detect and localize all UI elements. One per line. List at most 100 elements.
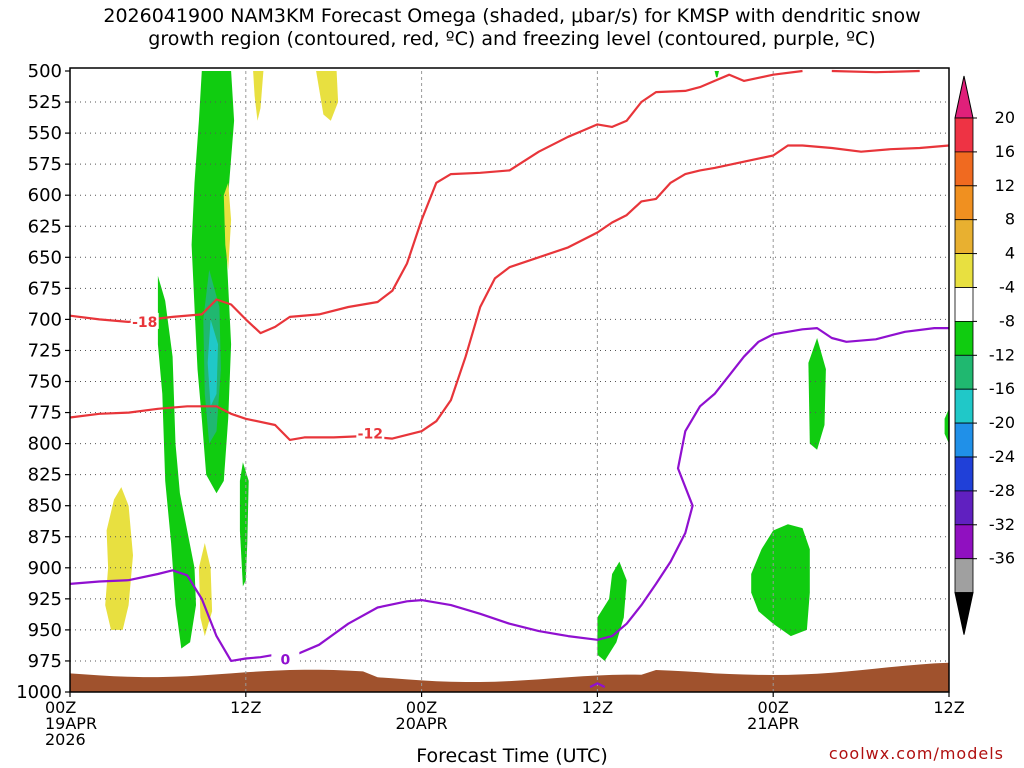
omega-region-10 [105,487,133,630]
colorbar-top-triangle [954,75,974,119]
chart-title-line-2: growth region (contoured, red, ºC) and f… [148,28,876,50]
y-tick-label-575: 575 [28,154,62,175]
omega-region-0 [191,71,235,494]
y-tick-label-500: 500 [28,61,62,82]
x-tick-label-24-1: 20APR [396,714,448,733]
y-tick-label-725: 725 [28,340,62,361]
y-tick-label-925: 925 [28,589,62,610]
colorbar-swatch-11 [954,490,974,526]
colorbar-bottom-triangle [954,592,974,635]
contour-line-2 [69,327,949,663]
contour-label-minus18-bg [130,312,159,329]
x-axis-label: Forecast Time (UTC) [416,745,608,767]
y-tick-label-550: 550 [28,123,62,144]
colorbar-label-10: -24 [989,447,1015,466]
omega-region-4 [207,319,218,407]
contour-line-0 [69,69,803,335]
x-tick-label-24-0: 00Z [406,698,437,717]
x-tick-label-60-0: 12Z [933,698,964,717]
colorbar-label-7: -12 [989,345,1015,364]
y-tick-label-1000: 1000 [16,682,62,703]
colorbar: 20 16 12 8 4 -4 -8 -12 -16 -20 -24 -28 -32 -36 [954,75,1015,635]
plot-frame [69,67,950,693]
x-tick-label-12-0: 12Z [230,698,261,717]
terrain-surface [70,662,949,692]
colorbar-label-11: -28 [989,481,1015,500]
colorbar-swatch-12 [954,524,974,560]
colorbar-label-2: 12 [995,176,1015,195]
colorbar-swatch-0 [954,117,974,153]
omega-region-11 [198,543,213,637]
y-tick-label-875: 875 [28,527,62,548]
colorbar-swatch-9 [954,422,974,458]
colorbar-swatch-1 [954,151,974,187]
colorbar-swatch-3 [954,219,974,254]
colorbar-label-12: -32 [989,515,1015,534]
y-tick-label-525: 525 [28,92,62,113]
omega-region-14 [316,71,339,121]
omega-region-7 [808,338,826,450]
contour-line-top-fragment [831,69,920,74]
omega-shading [105,71,949,661]
contour-label-zero-bg [271,650,300,667]
omega-region-6 [714,71,719,78]
omega-region-12 [223,182,232,270]
contour-label-minus12: -12 [358,427,383,443]
colorbar-swatch-6 [954,320,974,356]
contour-label-minus18: -18 [132,315,157,331]
x-tick-label-0-2: 2026 [45,730,86,749]
contour-line-purple-fragment [589,682,606,688]
colorbar-label-5: -4 [999,278,1015,297]
colorbar-label-8: -16 [989,379,1015,398]
y-tick-label-775: 775 [28,403,62,424]
contour-label-minus12-bg [356,424,385,441]
colorbar-label-1: 16 [995,142,1015,161]
colorbar-swatch-7 [954,354,974,390]
x-tick-label-48-1: 21APR [747,714,799,733]
colorbar-label-0: 20 [995,108,1015,127]
omega-region-9 [944,408,949,444]
colorbar-swatch-8 [954,388,974,424]
gridlines [70,71,949,692]
x-tick-label-0-1: 19APR [45,714,97,733]
terrain-fill [70,662,949,692]
y-tick-label-675: 675 [28,278,62,299]
source-watermark: coolwx.com/models [828,744,1004,763]
omega-region-2 [239,462,249,587]
colorbar-label-9: -20 [989,413,1015,432]
colorbar-swatch-2 [954,185,974,221]
colorbar-label-4: 4 [1005,244,1015,263]
colorbar-swatch-5 [954,287,974,322]
y-tick-label-950: 950 [28,620,62,641]
colorbar-swatch-13 [954,558,974,594]
colorbar-swatch-10 [954,456,974,492]
colorbar-swatch-4 [954,253,974,288]
contour-labels: -18 -12 0 [130,312,385,669]
x-tick-label-36-0: 12Z [582,698,613,717]
omega-region-13 [253,71,264,121]
y-tick-label-900: 900 [28,558,62,579]
colorbar-label-13: -36 [989,549,1015,568]
y-tick-label-800: 800 [28,434,62,455]
y-axis-ticks: 500 525 550 575 600 625 650 675 700 725 750 775 800 8… [16,61,70,703]
x-tick-label-0-0: 00Z [45,698,76,717]
omega-region-1 [157,275,196,649]
y-tick-label-625: 625 [28,216,62,237]
chart-title-line-1: 2026041900 NAM3KM Forecast Omega (shaded… [103,5,921,27]
x-tick-label-48-0: 00Z [758,698,789,717]
y-tick-label-825: 825 [28,465,62,486]
y-tick-label-975: 975 [28,651,62,672]
omega-region-8 [751,524,810,637]
y-tick-label-750: 750 [28,372,62,393]
contour-line-1 [69,144,950,441]
y-tick-label-700: 700 [28,309,62,330]
colorbar-label-6: -8 [999,311,1015,330]
contour-label-zero: 0 [280,653,290,669]
y-tick-label-850: 850 [28,496,62,517]
y-tick-label-650: 650 [28,247,62,268]
y-tick-label-600: 600 [28,185,62,206]
contour-lines [69,69,950,688]
omega-region-5 [597,561,627,661]
